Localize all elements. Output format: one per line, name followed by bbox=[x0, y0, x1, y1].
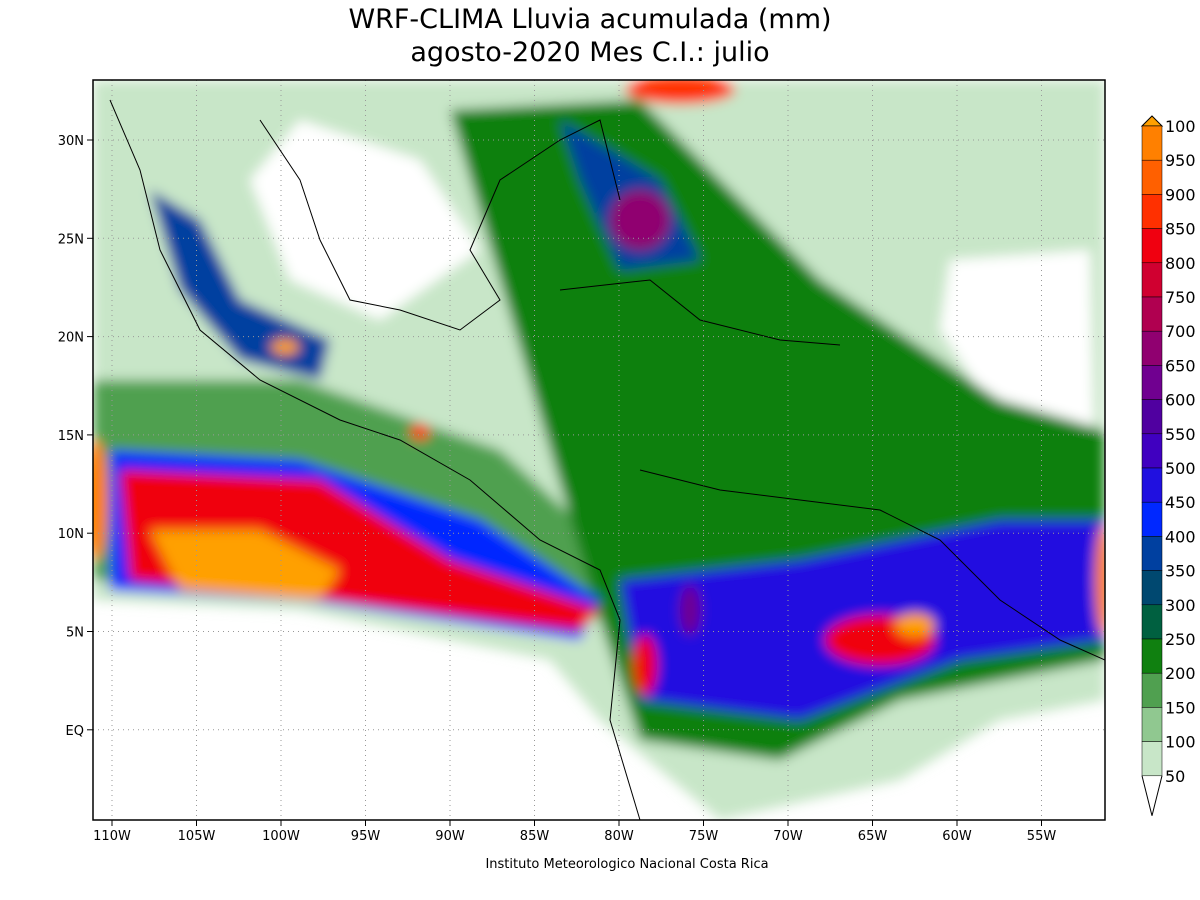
lat-label: 10N bbox=[58, 527, 84, 542]
colorbar-label: 450 bbox=[1165, 493, 1196, 512]
colorbar-bottom bbox=[1141, 775, 1163, 816]
title-line: agosto-2020 Mes C.I.: julio bbox=[410, 37, 769, 68]
lat-label: 5N bbox=[66, 626, 84, 641]
colorbar-label: 150 bbox=[1165, 698, 1196, 717]
colorbar-box bbox=[1141, 570, 1163, 606]
colorbar-label: 400 bbox=[1165, 527, 1196, 546]
rain-field bbox=[93, 80, 1105, 820]
colorbar-label: 350 bbox=[1165, 562, 1196, 581]
colorbar-box bbox=[1141, 296, 1163, 332]
colorbar-box bbox=[1141, 467, 1163, 503]
colorbar-label: 500 bbox=[1165, 459, 1196, 478]
lon-label: 80W bbox=[604, 829, 634, 844]
colorbar-label: 200 bbox=[1165, 664, 1196, 683]
colorbar-label: 100 bbox=[1165, 117, 1196, 136]
colorbar-label: 800 bbox=[1165, 254, 1196, 273]
colorbar-label: 100 bbox=[1165, 733, 1196, 752]
colorbar-top bbox=[1140, 115, 1164, 127]
colorbar-box bbox=[1141, 741, 1163, 777]
lon-label: 110W bbox=[93, 829, 131, 844]
colorbar-box bbox=[1141, 672, 1163, 708]
colorbar-label: 950 bbox=[1165, 151, 1196, 170]
colorbar-label: 700 bbox=[1165, 322, 1196, 341]
colorbar-label: 600 bbox=[1165, 391, 1196, 410]
colorbar-box bbox=[1141, 125, 1163, 161]
colorbar-box bbox=[1141, 501, 1163, 537]
lon-label: 65W bbox=[858, 829, 888, 844]
lon-label: 90W bbox=[435, 829, 465, 844]
colorbar-label: 750 bbox=[1165, 288, 1196, 307]
lon-label: 55W bbox=[1027, 829, 1057, 844]
title-line: WRF-CLIMA Lluvia acumulada (mm) bbox=[348, 4, 831, 35]
colorbar-box bbox=[1141, 638, 1163, 674]
colorbar-box bbox=[1141, 194, 1163, 229]
coastline bbox=[259, 119, 621, 331]
colorbar-box bbox=[1141, 399, 1163, 435]
lon-label: 105W bbox=[178, 829, 216, 844]
lat-label: 15N bbox=[58, 429, 84, 444]
colorbar-label: 900 bbox=[1165, 185, 1196, 204]
lat-label: 30N bbox=[58, 134, 84, 149]
coastline bbox=[559, 279, 1105, 661]
colorbar-label: 50 bbox=[1165, 767, 1185, 786]
colorbar-box bbox=[1141, 262, 1163, 298]
lon-label: 100W bbox=[262, 829, 300, 844]
colorbar-box bbox=[1141, 159, 1163, 195]
credit: Instituto Meteorologico Nacional Costa R… bbox=[485, 857, 768, 872]
graticule bbox=[93, 80, 1105, 820]
colorbar-label: 250 bbox=[1165, 630, 1196, 649]
colorbar-box bbox=[1141, 536, 1163, 571]
colorbar-box bbox=[1141, 365, 1163, 400]
colorbar-box bbox=[1141, 707, 1163, 742]
colorbar-label: 550 bbox=[1165, 425, 1196, 444]
lat-label: 20N bbox=[58, 331, 84, 346]
lon-label: 85W bbox=[520, 829, 550, 844]
lon-label: 70W bbox=[773, 829, 803, 844]
colorbar-box bbox=[1141, 330, 1163, 366]
colorbar-label: 300 bbox=[1165, 596, 1196, 615]
colorbar-label: 650 bbox=[1165, 356, 1196, 375]
colorbar-box bbox=[1141, 433, 1163, 469]
lon-label: 75W bbox=[689, 829, 719, 844]
colorbar-box bbox=[1141, 604, 1163, 640]
map-frame bbox=[92, 79, 1106, 821]
lat-label: 25N bbox=[58, 232, 84, 247]
lat-label: EQ bbox=[66, 724, 84, 739]
lon-label: 60W bbox=[942, 829, 972, 844]
coastline bbox=[109, 99, 641, 820]
colorbar-box bbox=[1141, 228, 1163, 264]
colorbar-label: 850 bbox=[1165, 220, 1196, 239]
lon-label: 95W bbox=[351, 829, 381, 844]
